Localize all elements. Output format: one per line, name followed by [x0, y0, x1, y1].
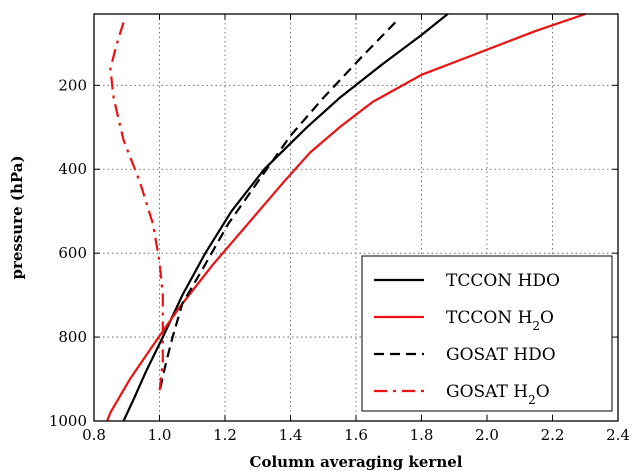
x-tick-label: 0.8 [82, 426, 106, 444]
series-layer [106, 12, 586, 422]
x-tick-label: 1.2 [213, 426, 237, 444]
y-tick-label: 800 [58, 328, 87, 346]
y-tick-label: 200 [58, 76, 87, 94]
y-tick-label: 400 [58, 160, 87, 178]
series-line [109, 22, 164, 392]
series-line [158, 21, 397, 392]
legend-box [361, 255, 613, 412]
y-tick-label: 1000 [49, 412, 87, 430]
x-tick-label: 1.0 [148, 426, 172, 444]
series-line [106, 12, 586, 422]
y-axis-label: pressure (hPa) [8, 155, 26, 279]
legend-label: TCCON HDO [446, 271, 560, 291]
x-tick-label: 2.2 [541, 426, 565, 444]
x-tick-label: 1.8 [410, 426, 434, 444]
x-tick-label: 1.6 [344, 426, 368, 444]
legend-label: GOSAT H2O [446, 382, 550, 407]
x-tick-label: 2.4 [606, 426, 630, 444]
series-line [122, 13, 449, 422]
legend: TCCON HDO TCCON H2O GOSAT HDO GOSAT H2O [361, 255, 613, 412]
x-axis-label: Column averaging kernel [250, 453, 463, 471]
legend-label: GOSAT HDO [446, 345, 556, 365]
x-tick-label: 2.0 [475, 426, 499, 444]
x-tick-label: 1.4 [279, 426, 303, 444]
legend-label: TCCON H2O [446, 308, 554, 333]
ticks: 0.8 1.0 1.2 1.4 1.6 1.8 2.0 2.2 2.4 200 400 600 800 1… [49, 14, 630, 444]
grid [94, 14, 618, 421]
y-tick-label: 600 [58, 244, 87, 262]
